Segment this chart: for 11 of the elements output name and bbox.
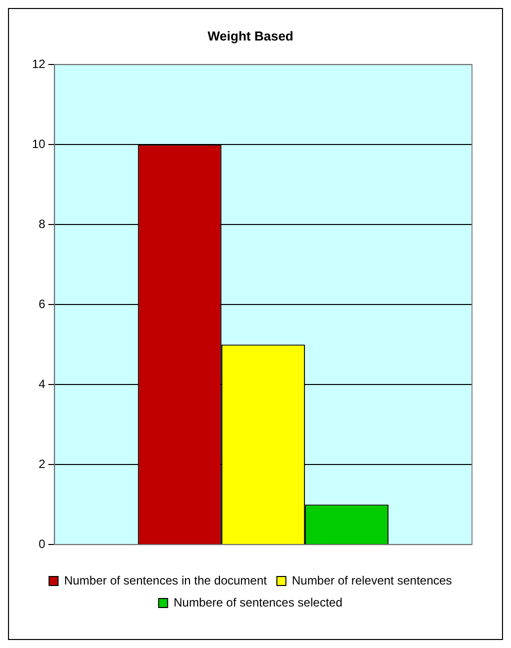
- y-tick-label: 6: [38, 296, 46, 311]
- y-tick-label: 4: [38, 376, 46, 391]
- y-tick-label: 2: [38, 456, 46, 471]
- legend-label: Numbere of sentences selected: [174, 595, 342, 610]
- y-tick-label: 12: [32, 56, 46, 71]
- legend-label: Number of sentences in the document: [64, 573, 268, 588]
- y-tick-label: 10: [32, 136, 46, 151]
- y-tick-label: 0: [38, 536, 46, 551]
- legend-label: Number of relevent sentences: [292, 573, 452, 588]
- y-tick-label: 8: [38, 216, 46, 231]
- chart-title: Weight Based: [208, 28, 294, 44]
